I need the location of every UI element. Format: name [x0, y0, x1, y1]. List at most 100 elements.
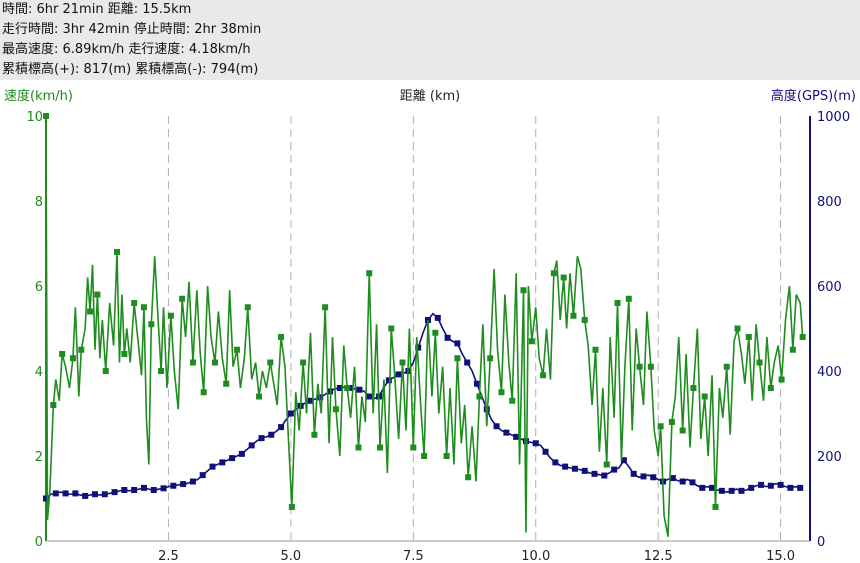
- speed-point: [712, 504, 719, 510]
- altitude-point: [248, 442, 255, 449]
- altitude-point: [787, 484, 794, 491]
- speed-point: [121, 351, 128, 357]
- altitude-point: [121, 487, 128, 493]
- speed-point: [234, 346, 240, 353]
- speed-point: [647, 363, 654, 370]
- speed-point: [355, 444, 362, 451]
- speed-point: [158, 368, 165, 374]
- altitude-point: [611, 466, 618, 473]
- speed-point: [179, 295, 186, 302]
- altitude-point: [219, 459, 226, 466]
- speed-point: [745, 334, 752, 340]
- speed-point: [756, 359, 763, 366]
- speed-point: [476, 393, 483, 400]
- altitude-point: [591, 470, 598, 477]
- speed-point: [59, 351, 66, 357]
- y-right-tick-label: 200: [817, 450, 842, 465]
- altitude-point: [415, 344, 422, 351]
- speed-point: [443, 453, 450, 459]
- altitude-point: [434, 314, 441, 321]
- speed-point: [267, 359, 274, 366]
- y-right-axis-label: 高度(GPS)(m): [771, 88, 856, 104]
- altitude-point: [650, 474, 657, 481]
- altitude-point: [493, 423, 500, 430]
- speed-point: [223, 380, 230, 387]
- altitude-point: [699, 484, 706, 491]
- altitude-point: [444, 334, 451, 341]
- speed-point: [498, 389, 505, 396]
- tick-labels: 2.5 5.0 7.5 10.0 12.5 15.0 0 2 4 6 8 10 0 200 400 600 80…: [26, 110, 850, 563]
- speed-point: [388, 325, 395, 332]
- speed-point: [410, 444, 417, 451]
- speed-point: [211, 359, 218, 366]
- speed-point: [690, 385, 697, 391]
- altitude-point: [758, 481, 765, 488]
- speed-point: [167, 312, 174, 319]
- y-left-tick-label: 2: [35, 450, 43, 465]
- altitude-point: [503, 429, 510, 436]
- speed-point: [701, 393, 708, 400]
- speed-point: [256, 393, 263, 400]
- x-tick-label: 5.0: [281, 549, 302, 563]
- speed-point: [487, 355, 494, 362]
- stats-time-distance: 時間: 6hr 21min 距離: 15.5km: [2, 2, 192, 17]
- altitude-point: [72, 490, 79, 497]
- speed-point: [432, 329, 439, 336]
- altitude-point: [101, 491, 108, 498]
- altitude-point: [180, 481, 187, 488]
- speed-point: [94, 291, 101, 298]
- speed-point: [200, 389, 207, 396]
- speed-point: [520, 287, 527, 294]
- y-right-tick-label: 600: [817, 280, 842, 295]
- speed-point: [69, 355, 76, 362]
- altitude-point: [317, 394, 324, 401]
- x-tick-label: 7.5: [403, 549, 424, 563]
- altitude-point: [52, 490, 59, 497]
- speed-point: [789, 346, 796, 353]
- speed-point: [322, 304, 329, 311]
- speed-point: [311, 431, 318, 438]
- speed-point: [528, 338, 535, 345]
- altitude-point: [150, 487, 157, 493]
- speed-point: [140, 304, 147, 311]
- speed-point: [189, 359, 196, 366]
- altitude-point: [229, 455, 236, 462]
- speed-point: [657, 423, 664, 430]
- speed-point: [625, 295, 632, 302]
- speed-point: [288, 504, 295, 510]
- altitude-point: [287, 410, 294, 417]
- altitude-point: [356, 386, 363, 393]
- altitude-point: [199, 472, 206, 479]
- speed-point: [454, 355, 461, 362]
- x-tick-label: 10.0: [521, 549, 550, 563]
- altitude-point: [679, 478, 686, 485]
- speed-point: [767, 385, 774, 391]
- speed-point: [550, 270, 557, 277]
- speed-point: [799, 334, 806, 340]
- speed-point: [540, 372, 547, 379]
- altitude-point: [797, 484, 804, 491]
- altitude-point: [709, 484, 716, 491]
- speed-point: [603, 461, 610, 468]
- speed-point: [581, 317, 588, 323]
- altitude-point: [131, 487, 138, 493]
- altitude-point: [385, 377, 392, 384]
- speed-point: [148, 321, 155, 328]
- altitude-point: [189, 478, 196, 485]
- altitude-point: [562, 463, 569, 470]
- speed-point: [778, 376, 785, 383]
- altitude-point: [630, 470, 637, 477]
- speed-point: [723, 363, 730, 370]
- altitude-point: [689, 479, 696, 486]
- speed-point: [679, 427, 686, 434]
- speed-point: [43, 113, 49, 119]
- altitude-point: [140, 484, 147, 491]
- altitude-point: [278, 424, 285, 431]
- y-right-tick-label: 0: [817, 535, 825, 550]
- altitude-point: [601, 472, 608, 479]
- altitude-point: [454, 340, 461, 347]
- speed-point: [399, 359, 406, 366]
- speed-altitude-chart: 2.5 5.0 7.5 10.0 12.5 15.0 0 2 4 6 8 10 0 200 400 600 80…: [4, 88, 856, 563]
- altitude-point: [473, 380, 480, 387]
- altitude-point: [307, 397, 314, 404]
